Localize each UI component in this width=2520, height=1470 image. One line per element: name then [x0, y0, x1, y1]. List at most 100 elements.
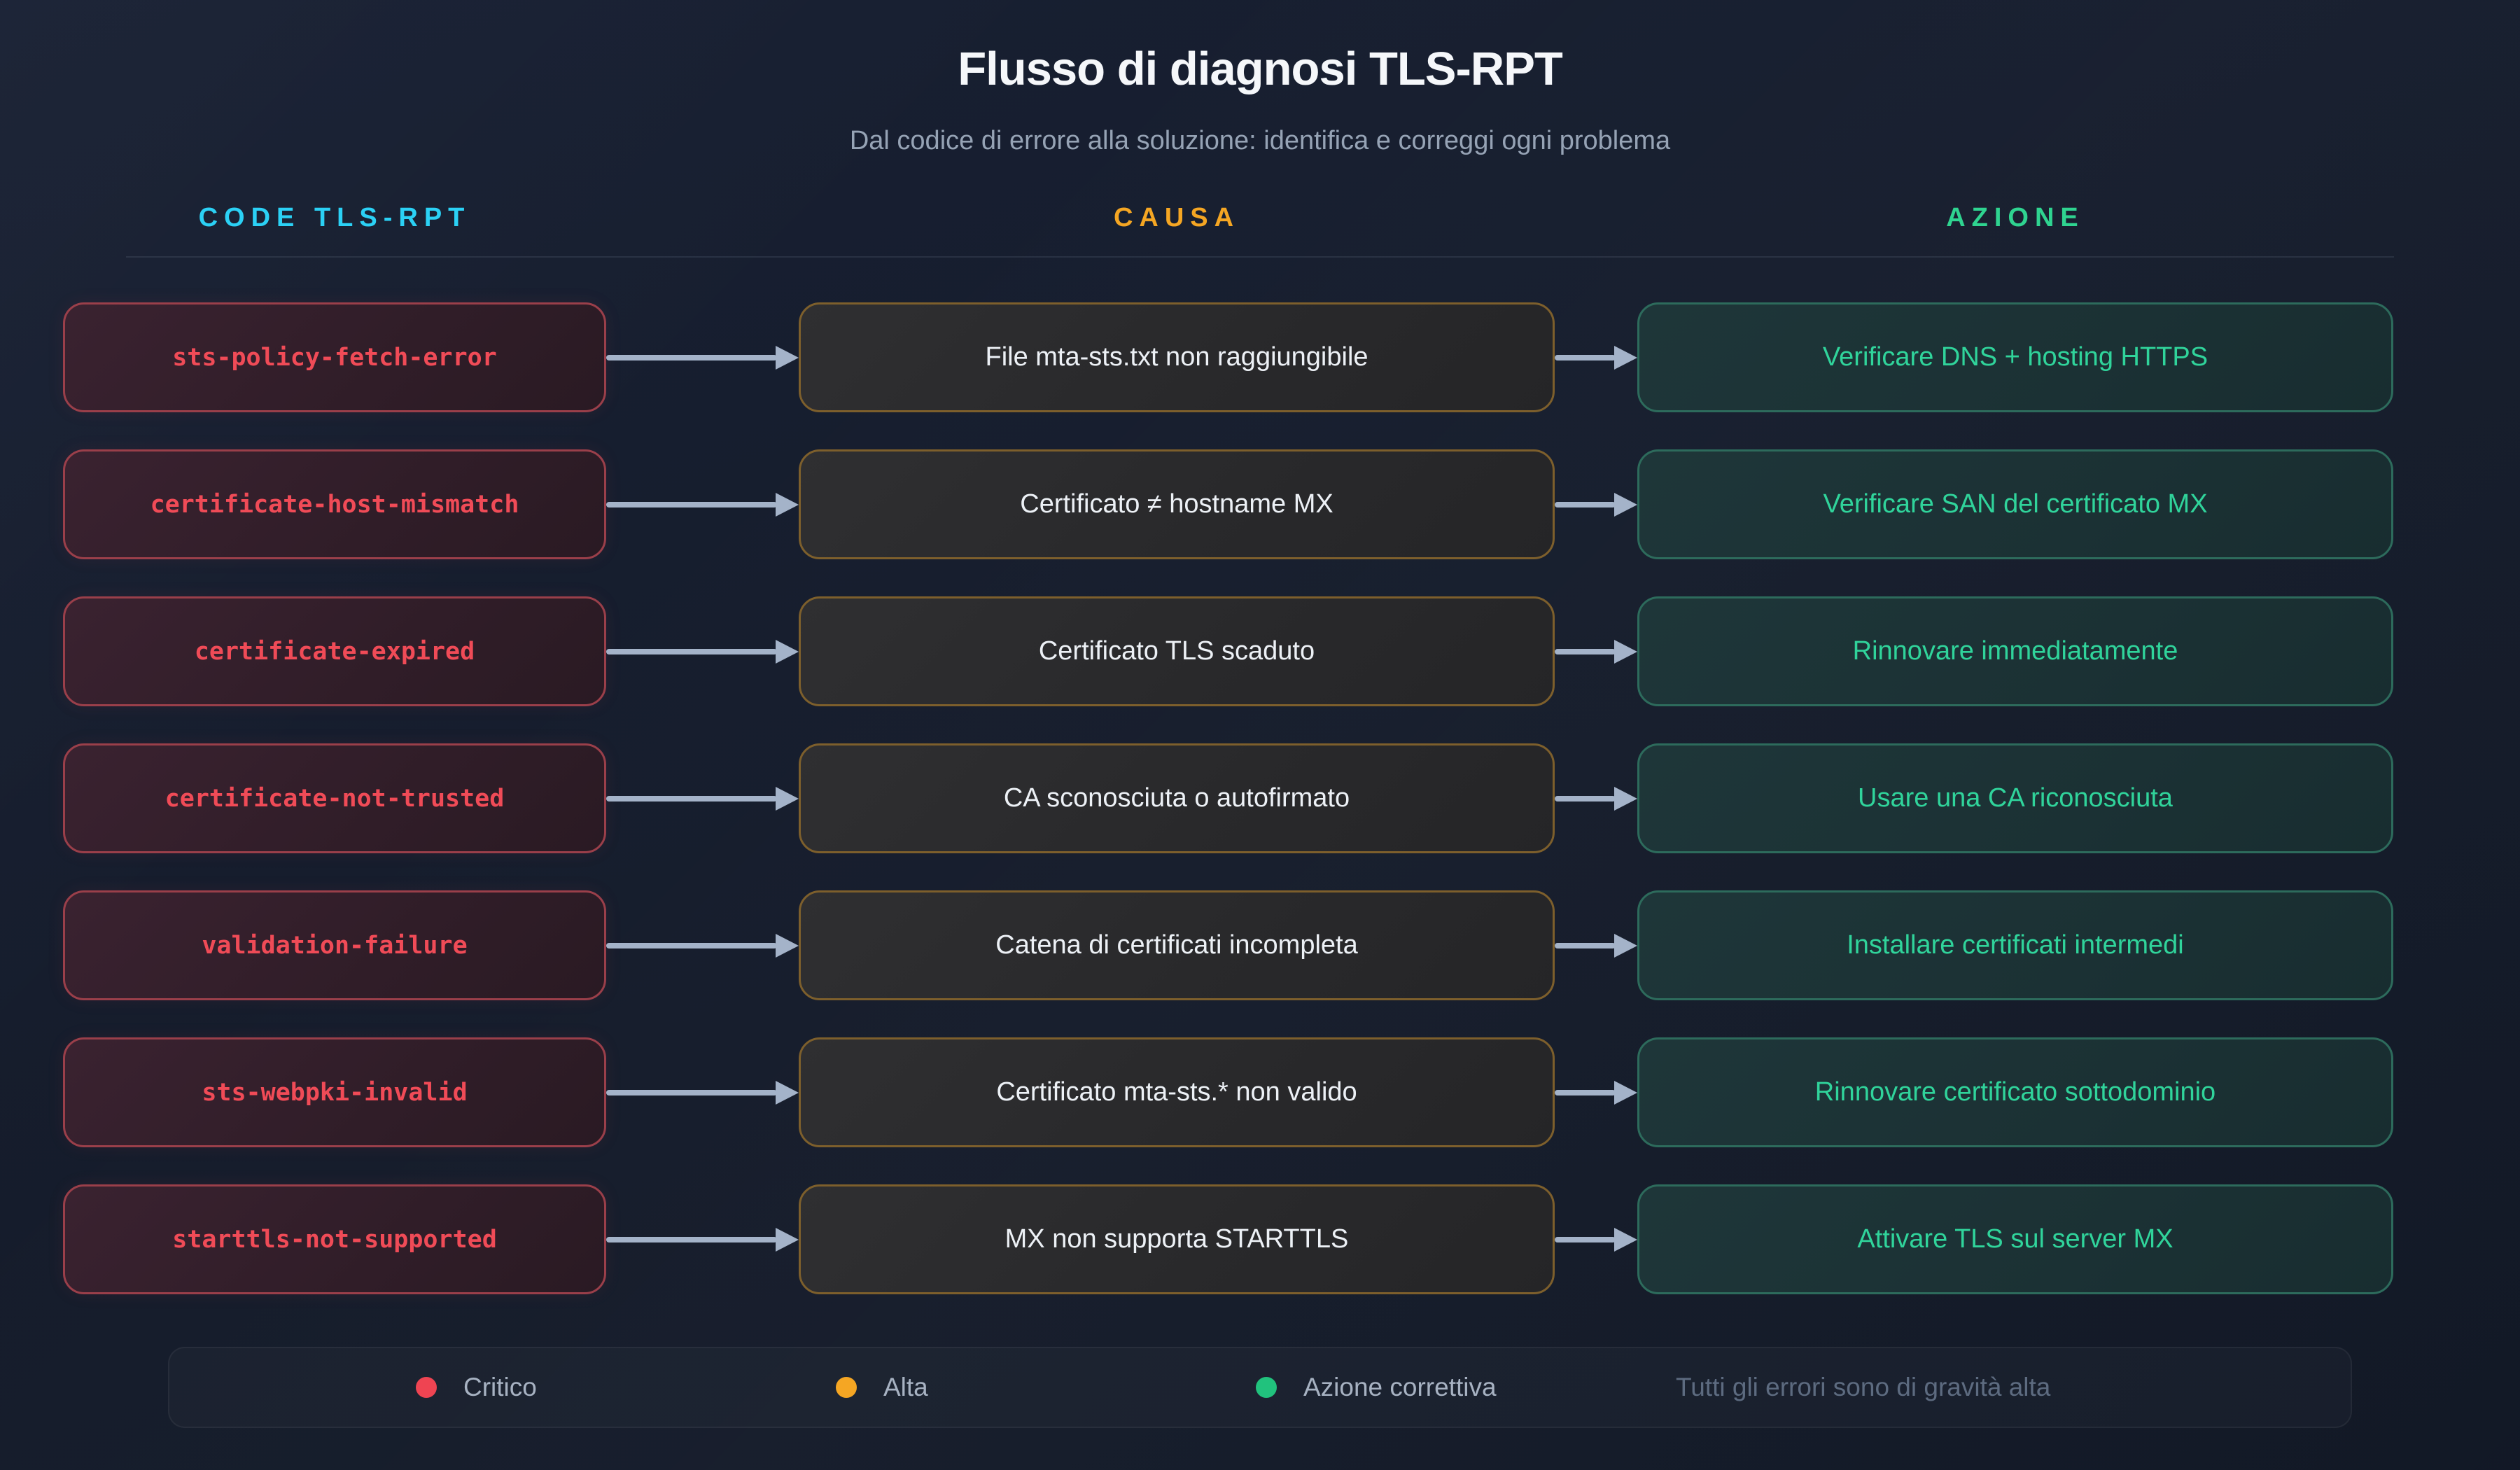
- error-code-box: sts-webpki-invalid: [63, 1037, 606, 1147]
- cause-box: CA sconosciuta o autofirmato: [799, 743, 1555, 853]
- cause-label: Catena di certificati incompleta: [995, 930, 1358, 960]
- legend-note: Tutti gli errori sono di gravità alta: [1676, 1373, 2051, 1401]
- cause-box: MX non supporta STARTTLS: [799, 1184, 1555, 1294]
- column-header-code: CODE TLS-RPT: [198, 203, 471, 232]
- action-box: Installare certificati intermedi: [1637, 890, 2393, 1000]
- action-label: Installare certificati intermedi: [1847, 930, 2184, 960]
- arrow-line: [1555, 1089, 1616, 1096]
- error-code-label: certificate-expired: [194, 637, 475, 666]
- action-label: Verificare SAN del certificato MX: [1823, 489, 2208, 519]
- flow-row: sts-webpki-invalid Certificato mta-sts.*…: [63, 1037, 2520, 1147]
- arrow-line: [606, 942, 777, 948]
- legend-item-label: Critico: [463, 1373, 537, 1401]
- arrow-right-icon: [1614, 933, 1637, 958]
- arrow-code-to-cause: [606, 743, 799, 853]
- arrow-right-icon: [776, 639, 799, 664]
- arrow-right-icon: [776, 492, 799, 517]
- legend-item-alta: Alta: [836, 1373, 1256, 1402]
- arrow-right-icon: [1614, 1227, 1637, 1252]
- action-box: Verificare SAN del certificato MX: [1637, 449, 2393, 559]
- arrow-line: [606, 795, 777, 802]
- arrow-right-icon: [776, 786, 799, 811]
- legend-item-critico: Critico: [416, 1373, 836, 1402]
- error-code-label: certificate-not-trusted: [164, 784, 505, 813]
- legend-item-label: Azione correttiva: [1303, 1373, 1497, 1401]
- cause-label: Certificato TLS scaduto: [1038, 636, 1315, 666]
- page-subtitle: Dal codice di errore alla soluzione: ide…: [849, 126, 1671, 155]
- error-code-label: validation-failure: [202, 931, 468, 960]
- arrow-right-icon: [1614, 1080, 1637, 1105]
- error-code-label: starttls-not-supported: [172, 1225, 497, 1254]
- arrow-cause-to-action: [1555, 1184, 1637, 1294]
- arrow-line: [606, 1089, 777, 1096]
- arrow-line: [606, 354, 777, 360]
- cause-label: File mta-sts.txt non raggiungibile: [985, 342, 1368, 372]
- action-box: Attivare TLS sul server MX: [1637, 1184, 2393, 1294]
- high-severity-dot-icon: [836, 1377, 857, 1398]
- column-header-action: AZIONE: [1946, 203, 2085, 232]
- cause-label: Certificato mta-sts.* non valido: [996, 1077, 1357, 1107]
- arrow-code-to-cause: [606, 449, 799, 559]
- column-headers: CODE TLS-RPT CAUSA AZIONE: [63, 203, 2520, 233]
- arrow-right-icon: [1614, 639, 1637, 664]
- cause-box: Catena di certificati incompleta: [799, 890, 1555, 1000]
- error-code-box: certificate-expired: [63, 596, 606, 706]
- error-code-box: validation-failure: [63, 890, 606, 1000]
- arrow-cause-to-action: [1555, 890, 1637, 1000]
- arrow-line: [606, 648, 777, 654]
- page-title: Flusso di diagnosi TLS-RPT: [958, 43, 1563, 95]
- flow-row: certificate-not-trusted CA sconosciuta o…: [63, 743, 2520, 853]
- arrow-cause-to-action: [1555, 596, 1637, 706]
- arrow-right-icon: [776, 345, 799, 370]
- arrow-line: [1555, 942, 1616, 948]
- arrow-right-icon: [1614, 492, 1637, 517]
- legend-bar: Critico Alta Azione correttiva Tutti gli…: [168, 1347, 2352, 1428]
- flow-row: certificate-host-mismatch Certificato ≠ …: [63, 449, 2520, 559]
- error-code-box: sts-policy-fetch-error: [63, 302, 606, 412]
- arrow-cause-to-action: [1555, 743, 1637, 853]
- action-box: Verificare DNS + hosting HTTPS: [1637, 302, 2393, 412]
- arrow-right-icon: [776, 933, 799, 958]
- arrow-code-to-cause: [606, 302, 799, 412]
- arrow-code-to-cause: [606, 596, 799, 706]
- flow-row: validation-failure Catena di certificati…: [63, 890, 2520, 1000]
- cause-box: Certificato ≠ hostname MX: [799, 449, 1555, 559]
- error-code-label: sts-policy-fetch-error: [172, 343, 497, 372]
- error-code-label: certificate-host-mismatch: [150, 490, 519, 519]
- action-box: Rinnovare immediatamente: [1637, 596, 2393, 706]
- arrow-right-icon: [1614, 345, 1637, 370]
- legend-item-label: Alta: [883, 1373, 928, 1401]
- action-box: Rinnovare certificato sottodominio: [1637, 1037, 2393, 1147]
- error-code-box: certificate-host-mismatch: [63, 449, 606, 559]
- action-label: Rinnovare immediatamente: [1852, 636, 2178, 666]
- arrow-line: [606, 1236, 777, 1242]
- legend-item-azione-correttiva: Azione correttiva: [1256, 1373, 1676, 1402]
- action-box: Usare una CA riconosciuta: [1637, 743, 2393, 853]
- column-header-cause: CAUSA: [1113, 203, 1240, 232]
- cause-box: Certificato mta-sts.* non valido: [799, 1037, 1555, 1147]
- flow-row: starttls-not-supported MX non supporta S…: [63, 1184, 2520, 1294]
- arrow-line: [1555, 648, 1616, 654]
- arrow-line: [1555, 1236, 1616, 1242]
- cause-box: Certificato TLS scaduto: [799, 596, 1555, 706]
- action-label: Verificare DNS + hosting HTTPS: [1822, 342, 2208, 372]
- arrow-code-to-cause: [606, 1184, 799, 1294]
- cause-label: CA sconosciuta o autofirmato: [1003, 783, 1350, 813]
- arrow-cause-to-action: [1555, 302, 1637, 412]
- arrow-cause-to-action: [1555, 449, 1637, 559]
- critical-dot-icon: [416, 1377, 437, 1398]
- arrow-line: [1555, 501, 1616, 507]
- action-label: Rinnovare certificato sottodominio: [1814, 1077, 2216, 1107]
- action-label: Usare una CA riconosciuta: [1858, 783, 2173, 813]
- arrow-right-icon: [1614, 786, 1637, 811]
- arrow-right-icon: [776, 1080, 799, 1105]
- arrow-code-to-cause: [606, 1037, 799, 1147]
- arrow-right-icon: [776, 1227, 799, 1252]
- rows: sts-policy-fetch-error File mta-sts.txt …: [0, 302, 2520, 1331]
- flow-row: sts-policy-fetch-error File mta-sts.txt …: [63, 302, 2520, 412]
- cause-box: File mta-sts.txt non raggiungibile: [799, 302, 1555, 412]
- header-divider: [126, 256, 2394, 258]
- arrow-code-to-cause: [606, 890, 799, 1000]
- error-code-box: starttls-not-supported: [63, 1184, 606, 1294]
